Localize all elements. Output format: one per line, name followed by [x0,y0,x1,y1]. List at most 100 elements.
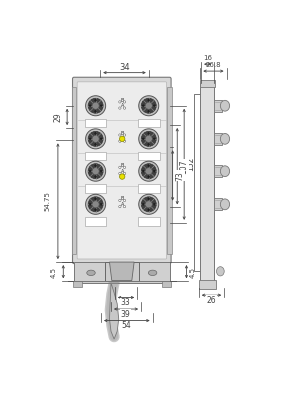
Circle shape [123,166,126,168]
Circle shape [86,129,106,149]
Circle shape [148,110,150,112]
Circle shape [86,96,106,116]
Circle shape [141,164,156,179]
Ellipse shape [220,134,230,144]
Circle shape [100,204,102,205]
Circle shape [145,135,152,142]
Text: 73: 73 [175,171,184,181]
Circle shape [142,170,144,172]
Bar [105,262,139,280]
Circle shape [148,176,150,178]
Circle shape [148,198,150,200]
Text: 54.75: 54.75 [45,191,51,211]
Circle shape [142,138,144,140]
Text: 16: 16 [203,55,212,61]
Ellipse shape [220,166,230,176]
Circle shape [148,132,150,134]
Circle shape [95,132,97,134]
Bar [72,86,76,254]
Bar [74,262,170,283]
Circle shape [100,138,102,140]
Text: 33: 33 [121,298,131,307]
Circle shape [153,170,155,172]
Ellipse shape [148,270,157,276]
Circle shape [119,166,121,168]
Bar [214,165,222,177]
Text: 29: 29 [53,112,62,122]
Circle shape [123,172,126,175]
Text: 39: 39 [121,310,131,319]
Circle shape [95,144,97,145]
Text: A: A [120,169,124,174]
Bar [167,86,172,254]
Circle shape [141,98,156,113]
Circle shape [88,98,103,113]
Text: 26.8: 26.8 [206,62,221,68]
Circle shape [148,209,150,211]
Circle shape [142,105,144,107]
Circle shape [145,102,152,109]
Text: 54: 54 [122,322,131,330]
Circle shape [95,209,97,211]
Bar [162,281,171,287]
Bar [214,100,222,112]
Circle shape [139,96,159,116]
Circle shape [123,134,126,136]
Bar [72,281,82,287]
Bar [214,133,222,145]
Bar [200,80,215,86]
Circle shape [123,206,126,208]
Text: B: B [120,196,124,202]
Circle shape [92,168,99,175]
Bar [138,119,159,127]
Text: B: B [120,131,124,136]
Circle shape [95,99,97,101]
Circle shape [119,206,121,208]
Circle shape [148,165,150,166]
Polygon shape [109,262,134,280]
Text: B: B [120,163,124,168]
Circle shape [153,204,155,205]
Circle shape [123,140,126,142]
Circle shape [139,129,159,149]
Bar [138,218,159,226]
Circle shape [123,101,126,103]
Text: 26: 26 [206,296,216,305]
Bar [138,152,159,160]
Text: B: B [120,98,124,103]
Bar [85,152,107,160]
Circle shape [95,110,97,112]
Circle shape [88,131,103,146]
Circle shape [139,194,159,214]
Circle shape [153,105,155,107]
Circle shape [92,201,99,208]
Circle shape [119,140,121,142]
Circle shape [123,199,126,202]
Circle shape [141,197,156,212]
Circle shape [120,136,125,142]
FancyBboxPatch shape [72,77,171,264]
Circle shape [92,102,99,109]
Circle shape [141,131,156,146]
Bar [200,83,214,283]
Text: A: A [120,103,124,108]
Bar [85,218,107,226]
Bar [199,280,216,289]
Circle shape [148,99,150,101]
Circle shape [89,170,91,172]
Circle shape [95,176,97,178]
Circle shape [119,199,121,202]
Text: 4.5: 4.5 [190,266,196,278]
Circle shape [100,170,102,172]
Circle shape [89,105,91,107]
Circle shape [95,165,97,166]
Circle shape [89,204,91,205]
Circle shape [92,135,99,142]
Text: 34: 34 [119,63,129,72]
Circle shape [123,107,126,109]
Ellipse shape [87,270,95,276]
Ellipse shape [217,267,224,276]
Circle shape [95,198,97,200]
Text: 152: 152 [187,157,196,172]
Circle shape [139,161,159,181]
